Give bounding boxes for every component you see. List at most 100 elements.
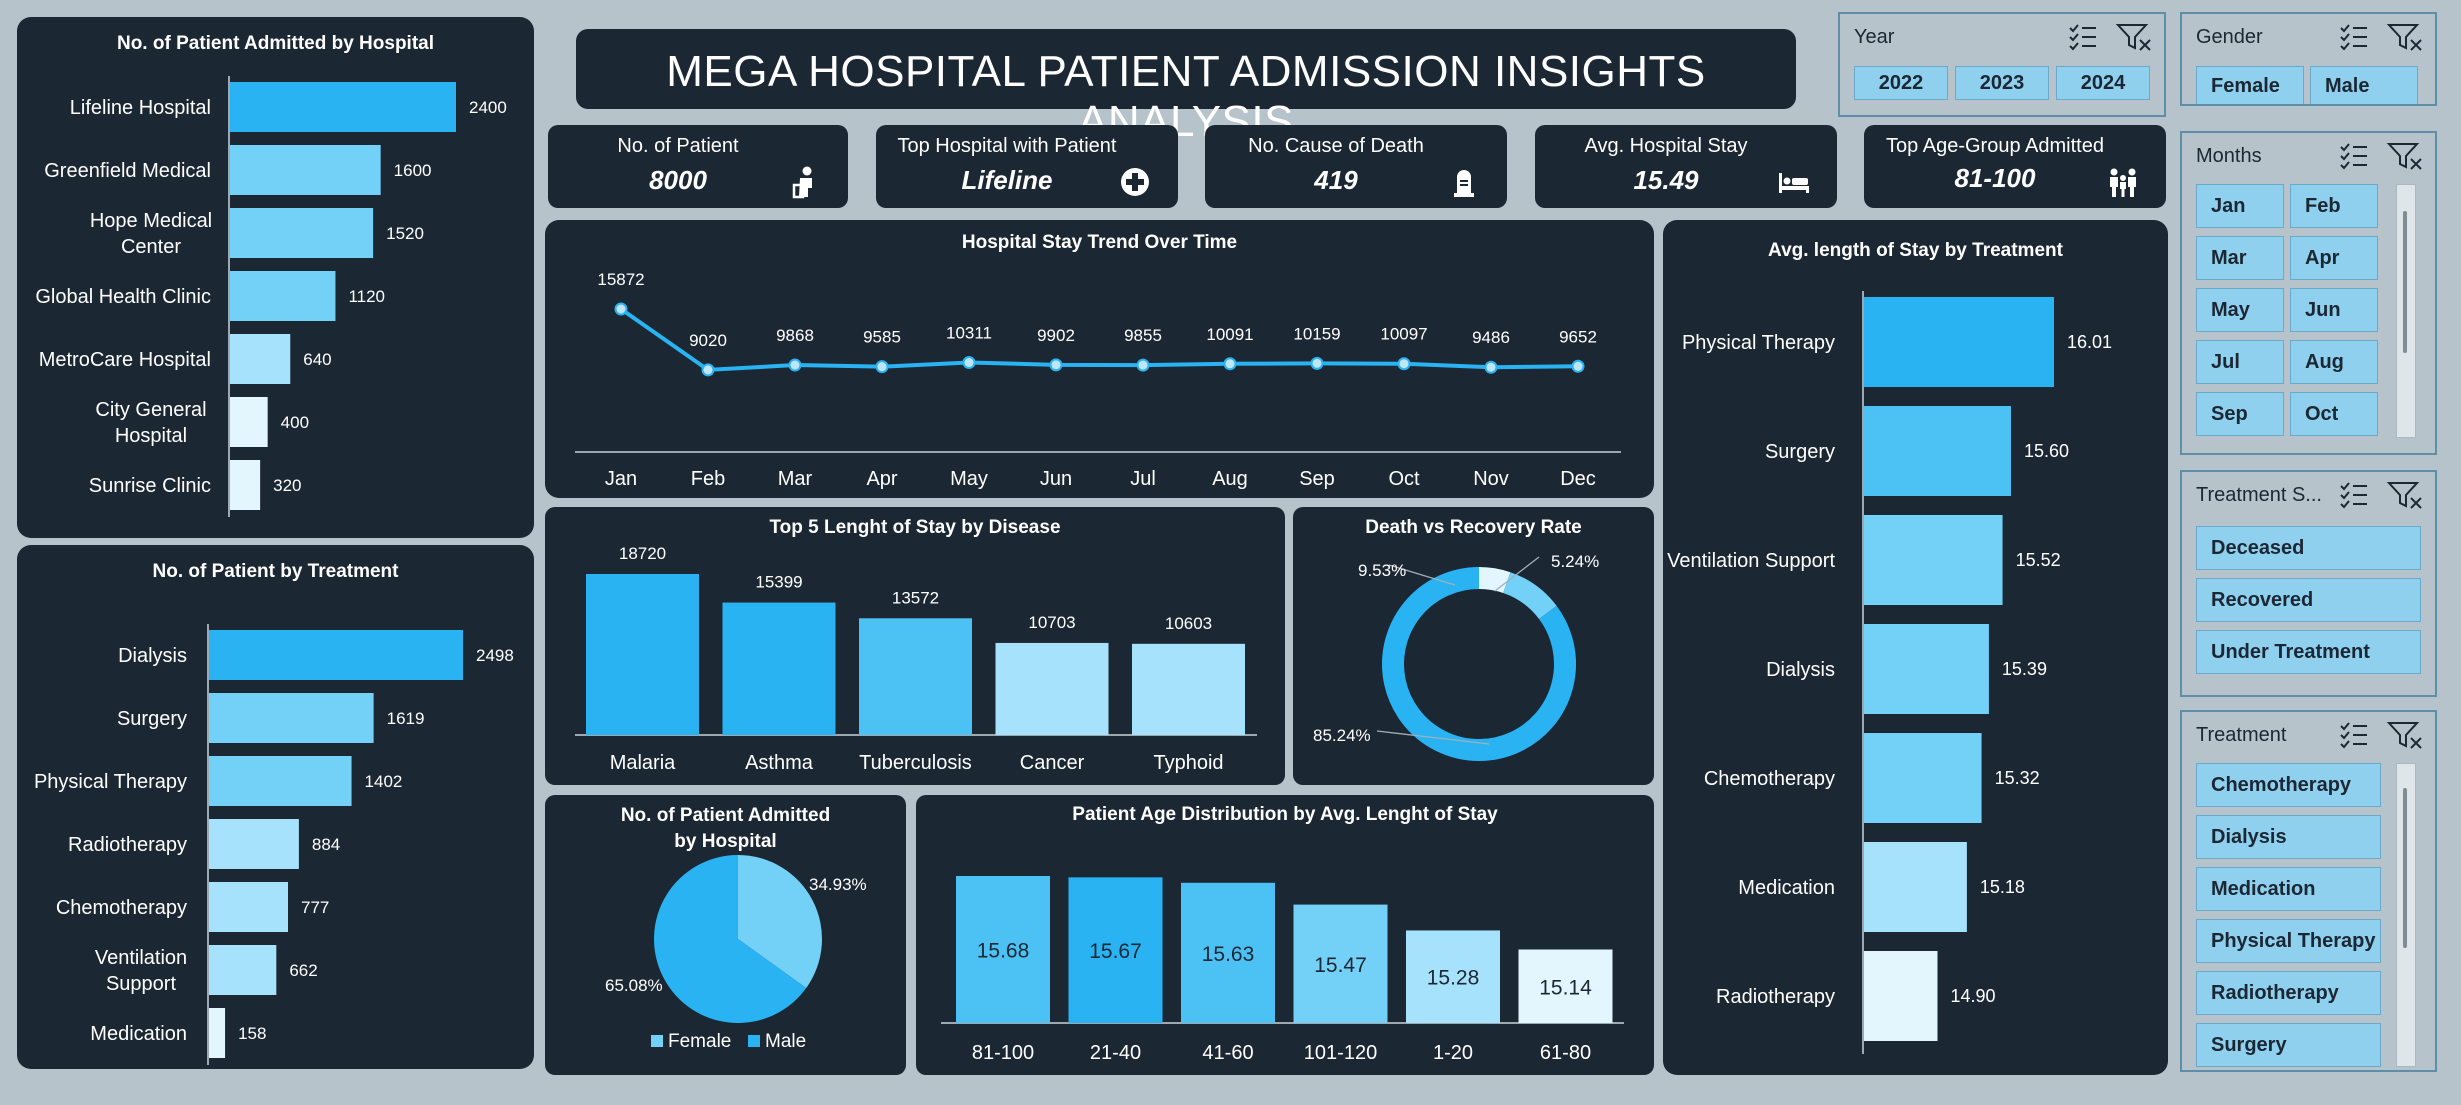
leader-line: [1494, 556, 1540, 592]
patient-by-treatment-title: No. of Patient by Treatment: [152, 561, 399, 582]
clear-filter-icon[interactable]: [2386, 482, 2422, 509]
x-tick-label: Cancer: [1020, 752, 1085, 774]
clear-filter-icon[interactable]: [2386, 722, 2422, 749]
bar: [209, 756, 352, 806]
family-icon: [2110, 168, 2136, 197]
category-label: City General: [95, 399, 206, 421]
data-point: [1049, 358, 1063, 372]
bar: [1864, 515, 2003, 605]
treatment-option-chemotherapy[interactable]: Chemotherapy: [2196, 763, 2381, 807]
year-option-2023[interactable]: 2023: [1955, 66, 2049, 100]
x-tick-label: Oct: [1388, 468, 1420, 490]
multi-select-icon[interactable]: [2340, 24, 2367, 51]
gender-option-male[interactable]: Male: [2310, 66, 2418, 104]
treatment-scrollbar[interactable]: [2396, 763, 2416, 1067]
data-label: 15.67: [1089, 940, 1142, 963]
treatment-option-medication[interactable]: Medication: [2196, 867, 2381, 911]
kpi-label: Avg. Hospital Stay: [1584, 135, 1748, 157]
year-option-2022[interactable]: 2022: [1854, 66, 1948, 100]
data-point: [875, 360, 889, 374]
multi-select-icon[interactable]: [2340, 143, 2367, 170]
treatment-option-dialysis[interactable]: Dialysis: [2196, 815, 2381, 859]
category-label: Physical Therapy: [1682, 332, 1835, 354]
legend-label: Male: [765, 1031, 806, 1052]
month-option-jan[interactable]: Jan: [2196, 184, 2284, 228]
data-label: 15.14: [1539, 976, 1592, 999]
month-option-feb[interactable]: Feb: [2290, 184, 2378, 228]
data-label: 777: [301, 898, 329, 917]
treatment-status-slicer-title: Treatment S...: [2196, 484, 2322, 506]
admitted-by-hospital-panel: No. of Patient Admitted by Hospital Life…: [17, 17, 534, 538]
treatment-status-slicer: Treatment S... Deceased Recovered Under …: [2180, 470, 2437, 697]
category-label-continued: Center: [121, 236, 181, 258]
multi-select-icon[interactable]: [2069, 24, 2096, 51]
multi-select-icon[interactable]: [2340, 482, 2367, 509]
x-tick-label: 101-120: [1304, 1042, 1377, 1064]
x-tick-label: 81-100: [972, 1042, 1034, 1064]
bar: [1864, 297, 2054, 387]
patient-icon: [792, 166, 812, 199]
kpi-label: No. of Patient: [617, 135, 739, 157]
treatment-slicer: Treatment Chemotherapy Dialysis Medicati…: [2180, 710, 2437, 1072]
data-label: 5.24%: [1551, 552, 1599, 571]
status-option-under-treatment[interactable]: Under Treatment: [2196, 630, 2421, 674]
category-label: Medication: [90, 1023, 187, 1045]
gender-slicer: Gender Female Male: [2180, 12, 2437, 106]
clear-filter-icon[interactable]: [2115, 24, 2151, 51]
age-distribution-chart: 15.68 81-100 15.67 21-40 15.63 41-60 15.47 101-…: [941, 876, 1624, 1064]
data-label: 9855: [1124, 326, 1162, 345]
month-option-oct[interactable]: Oct: [2290, 392, 2378, 436]
year-slicer-title: Year: [1854, 26, 1895, 48]
data-label: 15.60: [2024, 441, 2069, 461]
x-tick-label: May: [950, 468, 988, 490]
kpi-label: Top Age-Group Admitted: [1886, 135, 2104, 157]
x-tick-label: Feb: [691, 468, 725, 490]
clear-filter-icon[interactable]: [2386, 143, 2422, 170]
status-option-deceased[interactable]: Deceased: [2196, 526, 2421, 570]
month-option-may[interactable]: May: [2196, 288, 2284, 332]
month-option-aug[interactable]: Aug: [2290, 340, 2378, 384]
bar: [859, 618, 972, 735]
month-option-jun[interactable]: Jun: [2290, 288, 2378, 332]
data-point: [614, 302, 628, 316]
clear-filter-icon[interactable]: [2386, 24, 2422, 51]
treatment-option-radiotherapy[interactable]: Radiotherapy: [2196, 971, 2381, 1015]
months-scrollbar[interactable]: [2396, 184, 2416, 438]
months-scroll-thumb[interactable]: [2403, 211, 2407, 353]
year-option-2024[interactable]: 2024: [2056, 66, 2150, 100]
bar: [209, 1008, 226, 1058]
avg-stay-by-treatment-chart: Physical Therapy 16.01 Surgery 15.60 Ventila…: [1667, 291, 2112, 1054]
kpi-card-patients: No. of Patient 8000: [548, 125, 848, 208]
data-label: 10097: [1380, 325, 1427, 344]
data-label: 9020: [689, 331, 727, 350]
data-label: 662: [289, 961, 317, 980]
data-point: [1223, 357, 1237, 371]
data-label: 18720: [619, 544, 666, 563]
treatment-option-surgery[interactable]: Surgery: [2196, 1023, 2381, 1067]
treatment-option-physical-therapy[interactable]: Physical Therapy: [2196, 919, 2381, 963]
multi-select-icon[interactable]: [2340, 722, 2367, 749]
category-label: Radiotherapy: [1716, 986, 1835, 1008]
months-slicer: Months Jan Feb Mar Apr May Jun Jul Aug S…: [2180, 131, 2437, 455]
data-label: 2400: [469, 98, 507, 117]
month-option-apr[interactable]: Apr: [2290, 236, 2378, 280]
data-label: 15.52: [2016, 550, 2061, 570]
bar: [1132, 643, 1245, 735]
multi-select-icon-group: [2340, 143, 2422, 170]
month-option-mar[interactable]: Mar: [2196, 236, 2284, 280]
donut-slice: [1502, 572, 1557, 620]
data-label: 320: [273, 476, 301, 495]
month-option-jul[interactable]: Jul: [2196, 340, 2284, 384]
donut-slice: [1478, 567, 1511, 594]
x-tick-label: 41-60: [1202, 1042, 1253, 1064]
month-option-sep[interactable]: Sep: [2196, 392, 2284, 436]
x-tick-label: 1-20: [1433, 1042, 1473, 1064]
category-label: Ventilation Support: [1667, 550, 1835, 572]
gender-option-female[interactable]: Female: [2196, 66, 2304, 104]
category-label: Chemotherapy: [56, 897, 187, 919]
gender-slicer-title: Gender: [2196, 26, 2263, 48]
status-option-recovered[interactable]: Recovered: [2196, 578, 2421, 622]
data-label: 9902: [1037, 326, 1075, 345]
treatment-scroll-thumb[interactable]: [2403, 788, 2407, 948]
data-label: 1120: [348, 287, 385, 306]
